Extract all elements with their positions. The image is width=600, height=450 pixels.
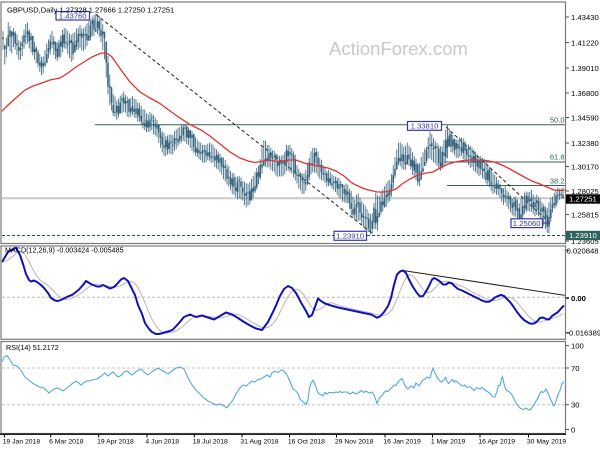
svg-text:1.41220: 1.41220 — [571, 39, 599, 48]
svg-text:1.23910: 1.23910 — [336, 232, 364, 241]
svg-text:30 May 2019: 30 May 2019 — [527, 439, 567, 446]
svg-text:-0.016389: -0.016389 — [567, 329, 600, 338]
svg-text:1.30170: 1.30170 — [571, 163, 599, 172]
svg-text:1.34590: 1.34590 — [571, 114, 599, 123]
svg-text:1.27251: 1.27251 — [569, 195, 597, 204]
svg-text:61.8: 61.8 — [550, 153, 565, 162]
svg-text:29 Nov 2018: 29 Nov 2018 — [335, 439, 374, 446]
svg-text:MACD(12,26,9) -0.003424 -0.005: MACD(12,26,9) -0.003424 -0.005485 — [5, 246, 124, 255]
svg-text:ActionForex.com: ActionForex.com — [329, 38, 468, 59]
svg-text:1.28025: 1.28025 — [571, 187, 599, 196]
svg-text:16 Jan 2019: 16 Jan 2019 — [383, 439, 421, 446]
svg-text:6 Mar 2018: 6 Mar 2018 — [49, 439, 84, 446]
svg-text:0.00: 0.00 — [571, 294, 586, 303]
svg-text:30: 30 — [571, 401, 580, 410]
svg-text:16 Apr 2019: 16 Apr 2019 — [478, 439, 515, 446]
svg-text:1.36800: 1.36800 — [571, 89, 599, 98]
svg-text:16 Oct 2018: 16 Oct 2018 — [288, 439, 325, 446]
svg-text:1 Mar 2019: 1 Mar 2019 — [431, 439, 466, 446]
svg-text:4 Jun 2018: 4 Jun 2018 — [145, 439, 179, 446]
svg-text:1.25815: 1.25815 — [571, 211, 599, 220]
svg-text:19 Jan 2018: 19 Jan 2018 — [3, 439, 41, 446]
svg-text:31 Aug 2018: 31 Aug 2018 — [240, 439, 278, 446]
svg-text:18 Jul 2018: 18 Jul 2018 — [193, 439, 228, 446]
svg-text:1.25060: 1.25060 — [513, 219, 541, 228]
svg-text:0.020848: 0.020848 — [567, 247, 599, 256]
svg-text:70: 70 — [571, 364, 580, 373]
svg-text:1.43760: 1.43760 — [59, 12, 87, 21]
svg-text:1.33810: 1.33810 — [411, 122, 439, 131]
svg-text:100: 100 — [571, 342, 584, 351]
svg-text:1.23910: 1.23910 — [569, 231, 597, 240]
svg-text:0: 0 — [571, 426, 575, 435]
svg-text:19 Apr 2018: 19 Apr 2018 — [97, 439, 134, 446]
svg-text:RSI(14) 51.2172: RSI(14) 51.2172 — [6, 343, 59, 352]
svg-text:38.2: 38.2 — [550, 177, 565, 186]
svg-text:GBPUSD,Daily 1.27328 1.27666: GBPUSD,Daily 1.27328 1.27666 1.27250 1.2… — [7, 5, 174, 14]
svg-text:50.0: 50.0 — [550, 116, 565, 125]
svg-text:1.39010: 1.39010 — [571, 64, 599, 73]
svg-text:1.32380: 1.32380 — [571, 139, 599, 148]
svg-text:1.43430: 1.43430 — [571, 13, 599, 22]
svg-text:1.23605: 1.23605 — [571, 237, 599, 246]
